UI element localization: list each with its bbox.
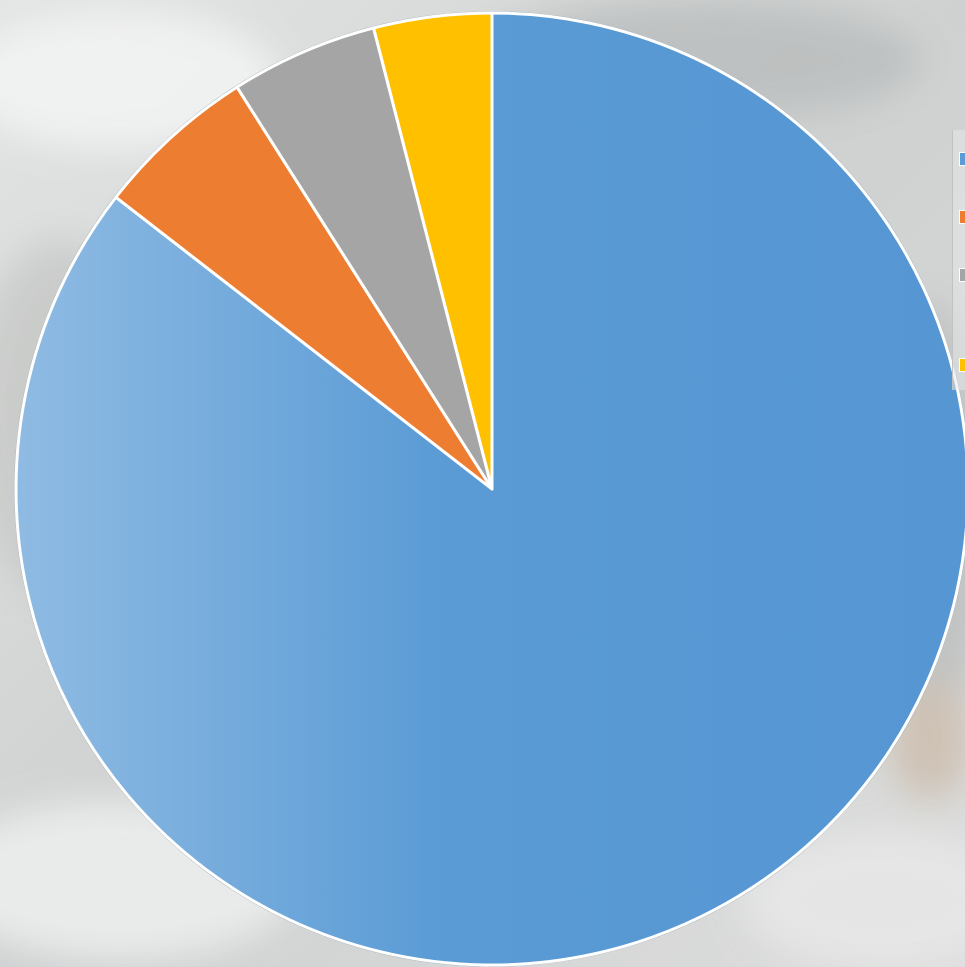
legend-swatch-4 — [959, 358, 965, 372]
pie-slice-3 — [235, 26, 494, 491]
pie-slice-4 — [372, 11, 494, 491]
legend-swatch-2 — [959, 210, 965, 224]
legend — [952, 130, 965, 390]
pie-slice-2 — [114, 85, 494, 491]
legend-swatch-3 — [959, 268, 965, 282]
pie-slices — [14, 11, 965, 967]
legend-swatch-1 — [959, 152, 965, 166]
